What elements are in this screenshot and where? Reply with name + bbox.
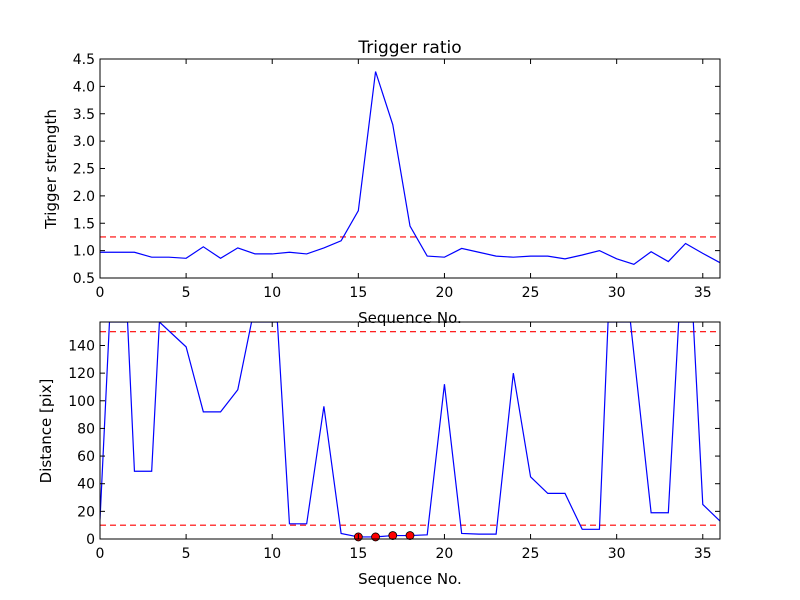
x-axis-label: Sequence No.: [358, 309, 462, 327]
data-point-marker: [371, 532, 380, 542]
x-tick-label: 0: [96, 546, 105, 562]
y-axis-label: Trigger strength: [42, 109, 60, 230]
y-tick-label: 2.0: [73, 189, 95, 205]
axes-frame: [99, 321, 721, 540]
x-tick-label: 25: [522, 546, 540, 562]
y-tick-label: 2.5: [73, 162, 95, 178]
y-tick-label: 3.5: [73, 107, 95, 123]
plot-area: [100, 71, 720, 265]
x-tick-label: 25: [522, 285, 540, 301]
x-tick-label: 5: [182, 546, 191, 562]
series-line: [100, 71, 720, 265]
y-tick-label: 0: [86, 532, 95, 548]
y-tick-label: 40: [77, 477, 95, 493]
y-tick-label: 20: [77, 504, 95, 520]
x-tick-label: 10: [263, 285, 281, 301]
x-tick-label: 15: [349, 546, 367, 562]
data-point-marker: [405, 531, 415, 540]
distance-chart: Distance [pix] Sequence No. 0 5 10 15 20 25 30…: [37, 321, 721, 588]
x-tick-label: 10: [263, 546, 281, 562]
x-axis-label: Sequence No.: [358, 570, 462, 588]
chart-title: Trigger ratio: [357, 38, 461, 58]
x-tick-label: 15: [349, 285, 367, 301]
x-tick-label: 30: [608, 546, 626, 562]
x-tick-label: 35: [694, 546, 712, 562]
x-tick-label: 5: [182, 285, 191, 301]
y-tick-label: 1.5: [73, 216, 95, 232]
y-tick-label: 100: [68, 394, 95, 410]
y-tick-label: 60: [77, 449, 95, 465]
y-tick-label: 1.0: [73, 244, 95, 260]
y-tick-label: 4.5: [73, 52, 95, 68]
x-tick-label: 0: [96, 285, 105, 301]
x-tick-label: 20: [436, 546, 454, 562]
y-tick-label: 120: [68, 366, 95, 382]
y-tick-label: 80: [77, 421, 95, 437]
y-axis-label: Distance [pix]: [37, 379, 55, 484]
data-point-marker: [388, 531, 398, 540]
x-tick-label: 35: [694, 285, 712, 301]
y-tick-label: 140: [68, 338, 95, 354]
y-tick-label: 0.5: [73, 271, 95, 287]
x-tick-label: 20: [436, 285, 454, 301]
y-tick-label: 3.0: [73, 134, 95, 150]
y-tick-label: 4.0: [73, 79, 95, 95]
x-tick-label: 30: [608, 285, 626, 301]
